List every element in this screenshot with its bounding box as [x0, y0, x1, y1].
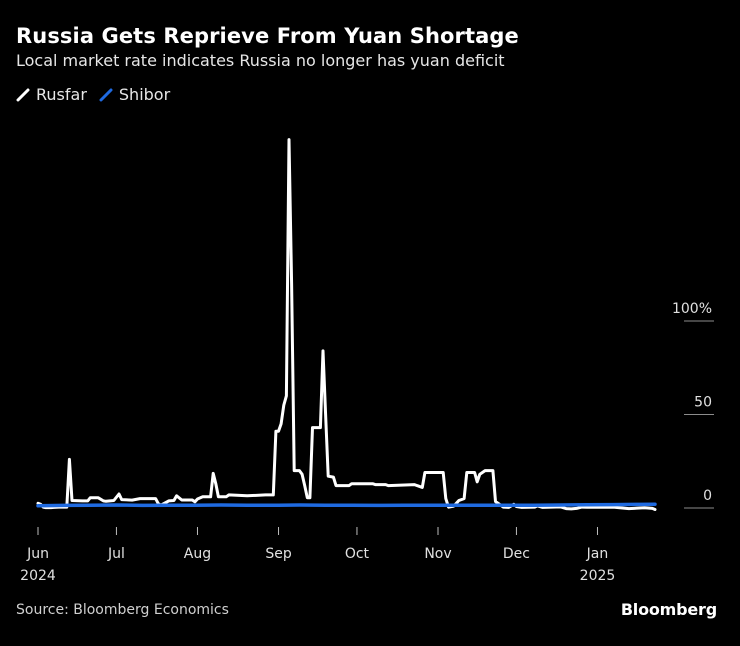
legend-swatch-rusfar [16, 88, 30, 102]
x-tick-label-aug: Aug [184, 546, 211, 562]
x-tick-label-nov: Nov [424, 546, 451, 562]
y-tick-label-100: 100% [672, 301, 712, 317]
legend-item-shibor: Shibor [99, 85, 170, 104]
chart-subtitle: Local market rate indicates Russia no lo… [16, 51, 505, 70]
x-tick-label-jun: Jun [26, 546, 49, 562]
legend-label-shibor: Shibor [118, 85, 171, 104]
legend-swatch-shibor [99, 88, 113, 102]
bloomberg-logo: Bloomberg [620, 600, 717, 619]
source-note: Source: Bloomberg Economics [16, 602, 229, 618]
y-tick-label-50: 50 [694, 395, 712, 411]
legend-item-rusfar: Rusfar [16, 85, 87, 104]
y-tick-label-0: 0 [703, 488, 712, 504]
series-line-rusfar [36, 138, 657, 511]
x-tick-label-oct: Oct [345, 546, 370, 562]
x-tick-label-jul: Jul [107, 546, 125, 562]
legend: Rusfar Shibor [16, 85, 182, 104]
series-line-shibor [36, 502, 657, 508]
x-tick-sublabel-2024: 2024 [20, 568, 56, 584]
x-tick-label-sep: Sep [265, 546, 292, 562]
x-tick-label-dec: Dec [503, 546, 530, 562]
chart-title: Russia Gets Reprieve From Yuan Shortage [16, 24, 519, 48]
x-tick-label-jan: Jan [586, 546, 609, 562]
legend-label-rusfar: Rusfar [36, 85, 87, 104]
x-tick-sublabel-2025: 2025 [580, 568, 616, 584]
